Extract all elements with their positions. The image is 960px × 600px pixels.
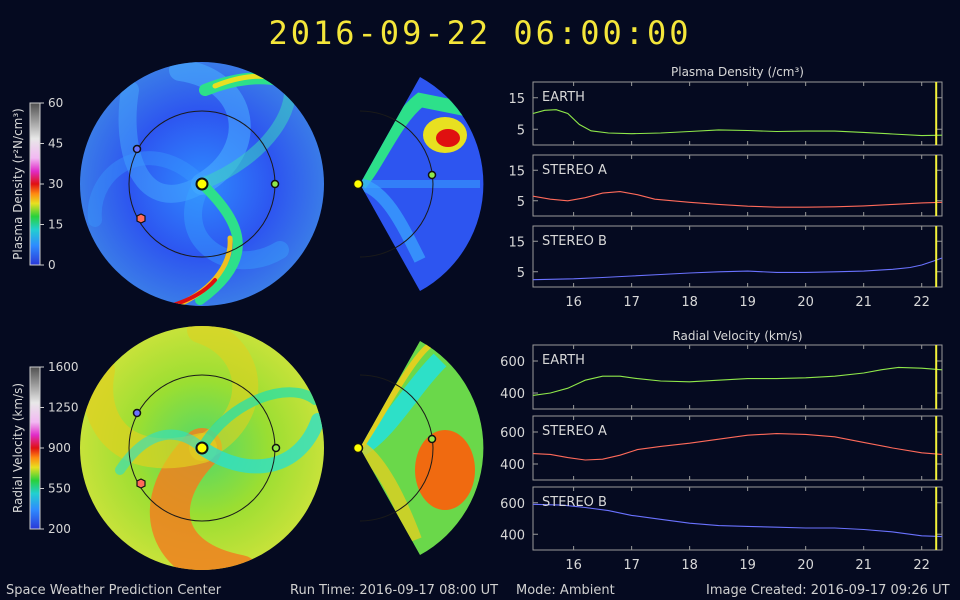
velocity-meridional-wedge <box>352 341 484 555</box>
velocity-wedge-sun-marker <box>352 442 364 454</box>
x-tick-label: 19 <box>739 558 756 573</box>
series-line-stereo-a <box>532 433 943 461</box>
y-tick-label: 600 <box>500 355 525 370</box>
density-colorbar: Plasma Density (r²N/cm³) 60 45 30 15 0 <box>11 96 63 272</box>
y-tick-label: 5 <box>517 266 525 281</box>
x-tick-label: 17 <box>623 558 640 573</box>
y-tick-label: 15 <box>508 235 525 250</box>
velocity-colorbar-label: Radial Velocity (km/s) <box>11 383 25 513</box>
wedge-earth-marker <box>427 170 437 180</box>
x-tick-label: 20 <box>797 558 814 573</box>
panel-label: STEREO A <box>542 163 607 178</box>
x-tick-label: 21 <box>855 295 872 310</box>
x-tick-label: 19 <box>739 295 756 310</box>
panel-earth: 600 400 EARTH <box>500 344 943 410</box>
series-line-earth <box>532 109 943 137</box>
colorbar-tick-label: 1250 <box>48 401 79 415</box>
plot-title: Plasma Density (/cm³) <box>671 65 804 79</box>
colorbar-tick-label: 60 <box>48 96 63 110</box>
colorbar-tick-label: 0 <box>48 258 56 272</box>
y-tick-label: 400 <box>500 528 525 543</box>
x-tick-label: 22 <box>913 295 930 310</box>
density-colorbar-gradient <box>29 102 41 266</box>
velocity-stereo-a-marker <box>136 478 146 489</box>
x-tick-label: 16 <box>565 295 582 310</box>
sun-marker <box>195 177 209 191</box>
x-tick-label: 18 <box>681 295 698 310</box>
velocity-polar-map <box>80 326 324 570</box>
panel-label: STEREO B <box>542 234 607 249</box>
earth-marker <box>270 179 280 189</box>
y-tick-label: 400 <box>500 387 525 402</box>
footer-run-time: Run Time: 2016-09-17 08:00 UT <box>290 583 499 598</box>
velocity-colorbar-ticks: 1600 1250 900 550 200 <box>40 360 79 536</box>
panel-stereo-a: 600 400 STEREO A <box>500 415 943 481</box>
plot-title: Radial Velocity (km/s) <box>672 329 802 343</box>
colorbar-tick-label: 30 <box>48 177 63 191</box>
wedge-sun-marker <box>352 178 364 190</box>
velocity-stereo-b-marker <box>132 408 142 418</box>
velocity-colorbar-gradient <box>29 366 41 530</box>
footer-mode: Mode: Ambient <box>516 583 615 598</box>
x-tick-label: 22 <box>913 558 930 573</box>
y-tick-label: 600 <box>500 426 525 441</box>
y-tick-label: 600 <box>500 497 525 512</box>
y-tick-label: 15 <box>508 164 525 179</box>
velocity-sun-marker <box>195 441 209 455</box>
colorbar-tick-label: 15 <box>48 218 63 232</box>
density-colorbar-ticks: 60 45 30 15 0 <box>40 96 63 272</box>
timestamp-title: 2016-09-22 06:00:00 <box>268 14 692 52</box>
stereo-a-marker <box>136 213 146 224</box>
x-tick-label: 21 <box>855 558 872 573</box>
panel-stereo-b: 600 400 STEREO B <box>500 486 943 551</box>
density-colorbar-label: Plasma Density (r²N/cm³) <box>11 108 25 260</box>
panel-label: STEREO B <box>542 495 607 510</box>
density-meridional-wedge <box>352 77 484 291</box>
panel-stereo-a: 15 5 STEREO A <box>508 154 943 217</box>
panel-frame <box>532 154 943 217</box>
colorbar-tick-label: 900 <box>48 441 71 455</box>
panel-frame <box>532 344 943 410</box>
y-tick-label: 400 <box>500 458 525 473</box>
series-line-stereo-b <box>532 503 943 538</box>
series-line-stereo-a <box>532 191 943 208</box>
velocity-colorbar: Radial Velocity (km/s) 1600 1250 900 550 200 <box>11 360 79 536</box>
panel-frame <box>532 225 943 288</box>
colorbar-tick-label: 1600 <box>48 360 79 374</box>
series-line-stereo-b <box>532 257 943 281</box>
colorbar-tick-label: 200 <box>48 522 71 536</box>
density-polar-map <box>80 62 324 306</box>
x-tick-label: 17 <box>623 295 640 310</box>
velocity-time-series: Radial Velocity (km/s) 600 400 EARTH 600 400 S… <box>500 329 943 573</box>
panel-frame <box>532 486 943 551</box>
x-tick-label: 20 <box>797 295 814 310</box>
velocity-earth-marker <box>271 443 281 453</box>
colorbar-tick-label: 550 <box>48 482 71 496</box>
panel-label: EARTH <box>542 353 585 368</box>
panel-label: STEREO A <box>542 424 607 439</box>
panel-earth: 15 5 EARTH <box>508 81 943 146</box>
x-tick-label: 16 <box>565 558 582 573</box>
y-tick-label: 5 <box>517 123 525 138</box>
panel-frame <box>532 415 943 481</box>
series-line-earth <box>532 366 943 396</box>
velocity-wedge-earth-marker <box>427 434 437 444</box>
panel-label: EARTH <box>542 90 585 105</box>
time-series-plots: Plasma Density (/cm³) 15 5 EARTH 15 5 STEREO A… <box>500 65 943 573</box>
stereo-b-marker <box>132 144 142 154</box>
panel-stereo-b: 15 5 STEREO B <box>508 225 943 288</box>
panel-frame <box>532 81 943 146</box>
density-time-series: Plasma Density (/cm³) 15 5 EARTH 15 5 STEREO A… <box>508 65 943 310</box>
footer-org: Space Weather Prediction Center <box>6 583 222 598</box>
y-tick-label: 5 <box>517 195 525 210</box>
y-tick-label: 15 <box>508 92 525 107</box>
x-tick-label: 18 <box>681 558 698 573</box>
colorbar-tick-label: 45 <box>48 137 63 151</box>
footer-image-created: Image Created: 2016-09-17 09:26 UT <box>706 583 950 598</box>
